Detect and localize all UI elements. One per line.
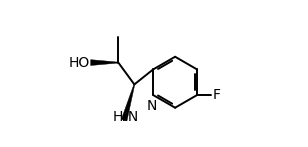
- Polygon shape: [121, 84, 135, 121]
- Polygon shape: [91, 60, 118, 66]
- Text: N: N: [147, 99, 157, 113]
- Text: F: F: [212, 88, 220, 102]
- Text: HO: HO: [68, 56, 90, 70]
- Text: H₂N: H₂N: [112, 110, 139, 124]
